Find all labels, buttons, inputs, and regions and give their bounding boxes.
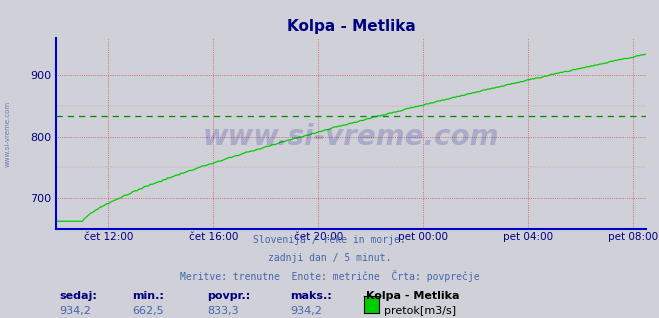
Text: povpr.:: povpr.: <box>208 291 251 301</box>
Text: Kolpa - Metlika: Kolpa - Metlika <box>366 291 459 301</box>
Text: min.:: min.: <box>132 291 163 301</box>
Text: 833,3: 833,3 <box>208 306 239 316</box>
Text: 934,2: 934,2 <box>290 306 322 316</box>
Text: sedaj:: sedaj: <box>59 291 97 301</box>
Text: maks.:: maks.: <box>290 291 331 301</box>
Text: Meritve: trenutne  Enote: metrične  Črta: povprečje: Meritve: trenutne Enote: metrične Črta: … <box>180 270 479 282</box>
Text: 662,5: 662,5 <box>132 306 163 316</box>
Text: pretok[m3/s]: pretok[m3/s] <box>384 306 455 316</box>
Text: 934,2: 934,2 <box>59 306 91 316</box>
Title: Kolpa - Metlika: Kolpa - Metlika <box>287 19 415 34</box>
Text: Slovenija / reke in morje.: Slovenija / reke in morje. <box>253 235 406 245</box>
Text: www.si-vreme.com: www.si-vreme.com <box>203 123 499 151</box>
Text: zadnji dan / 5 minut.: zadnji dan / 5 minut. <box>268 253 391 263</box>
Text: www.si-vreme.com: www.si-vreme.com <box>5 100 11 167</box>
